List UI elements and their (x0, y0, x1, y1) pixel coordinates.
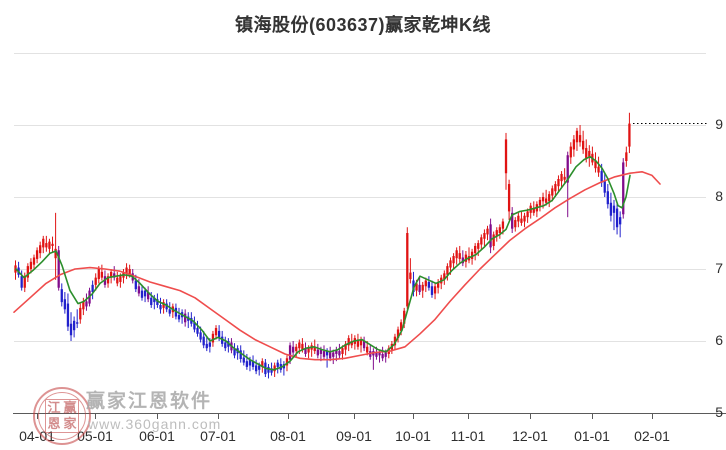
stamp-char: 江 (47, 400, 61, 415)
watermark-software-name: 赢家江恩软件 (86, 391, 213, 412)
x-axis-label: 07-01 (200, 428, 236, 444)
stamp-inner-ring: 江 赢 恩 家 (38, 392, 86, 440)
ma-short-line (15, 155, 631, 371)
x-axis-label: 01-01 (574, 428, 610, 444)
x-axis-label: 09-01 (336, 428, 372, 444)
stamp-characters: 江 赢 恩 家 (45, 399, 79, 433)
x-axis-label: 02-01 (634, 428, 670, 444)
chart-title: 镇海股份(603637)赢家乾坤K线 (234, 15, 492, 35)
watermark-stamp-icon: 江 赢 恩 家 (33, 387, 91, 445)
ma-long-line (13, 171, 661, 361)
x-axis-label: 11-01 (451, 428, 486, 444)
x-axis-label: 06-01 (139, 428, 175, 444)
y-axis-label: 8 (715, 188, 723, 204)
x-axis-label: 12-01 (512, 428, 548, 444)
y-axis-label: 6 (715, 332, 723, 348)
y-axis-labels: 9 8 7 6 5 (715, 116, 723, 420)
x-axis-label: 10-01 (395, 428, 431, 444)
y-axis-label: 9 (715, 116, 723, 132)
stamp-char: 恩 (47, 416, 61, 431)
y-axis-label: 5 (715, 404, 723, 420)
stamp-char: 赢 (63, 400, 77, 415)
x-axis-label: 08-01 (270, 428, 306, 444)
watermark-url: www.360gann.com (88, 416, 222, 432)
stamp-char: 家 (63, 416, 77, 431)
gridlines-layer (14, 53, 706, 342)
candles-layer (14, 112, 631, 379)
y-axis-label: 7 (715, 260, 723, 276)
